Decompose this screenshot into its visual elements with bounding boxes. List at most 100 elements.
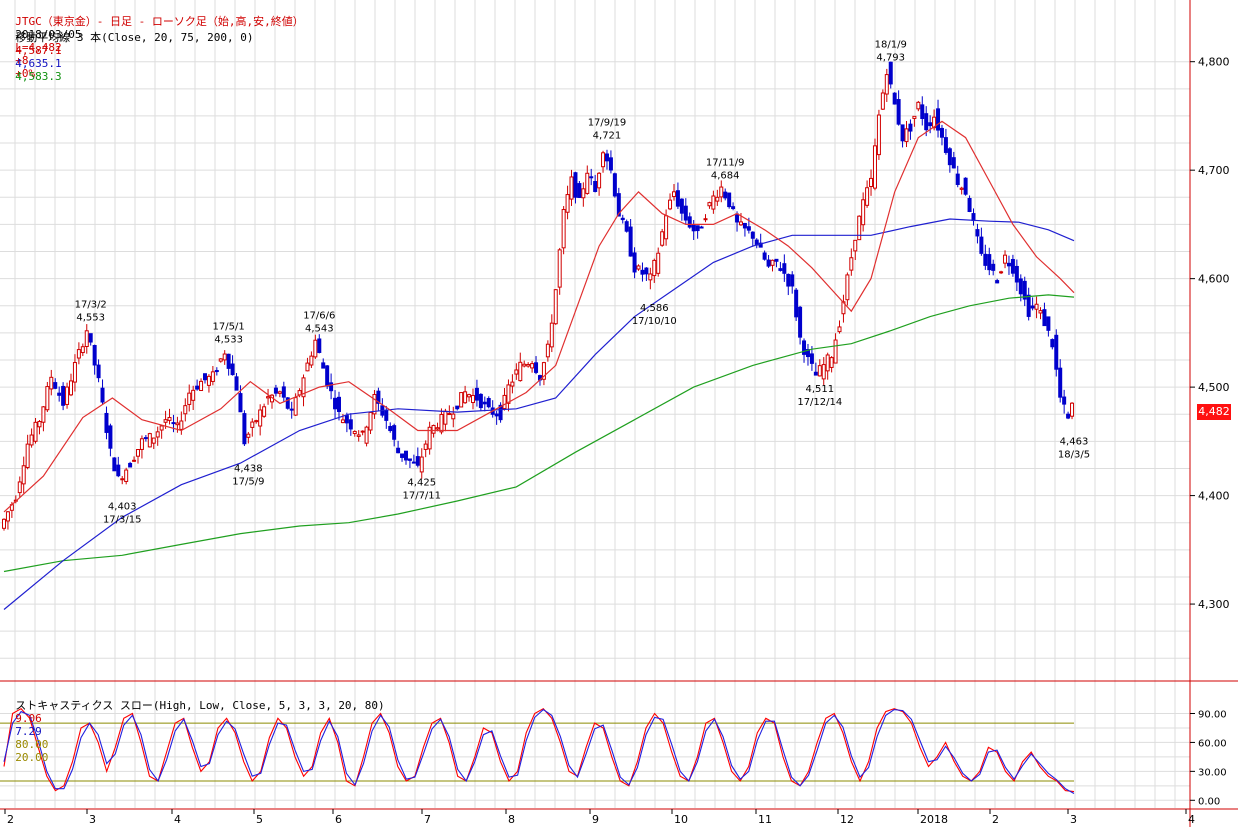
candle-up [825,354,830,372]
candle-down [494,413,499,417]
stoch-lower-value: 20.00 [15,751,49,764]
candle-down [214,370,219,373]
candle-up [849,257,854,271]
ma20-line [3,120,1075,513]
candle-up [719,186,724,198]
candle-up [179,420,184,430]
candle-up [916,101,921,110]
candle-down [234,376,239,391]
candle-up [636,265,641,270]
candle-up [514,369,519,375]
candle-down [608,157,613,171]
last-price-marker: 4,482 [1197,404,1231,420]
stoch-y-tick-label: 30.00 [1198,767,1227,778]
candle-up [431,424,436,434]
candle-up [368,411,373,431]
candle-down [951,157,956,169]
candle-up [522,363,527,367]
candle-down [687,216,692,228]
candle-up [2,518,6,529]
candle-up [853,239,858,252]
annotation-label: 17/5/1 [213,321,245,332]
candle-down [242,413,247,445]
candle-up [124,469,129,482]
candle-up [857,215,862,241]
price-axis: 4,300 4,400 4,500 4,600 4,700 4,800 [1190,56,1230,611]
candle-up [293,397,298,416]
candle-up [1038,310,1043,314]
stoch-header: ストキャスティクス スロー(High, Low, Close, 5, 3, 3,… [2,686,384,764]
candle-down [281,386,286,398]
x-tick-label: 9 [592,813,599,826]
candle-down [1054,334,1059,370]
candle-down [1022,280,1027,300]
candle-down [766,259,771,267]
candle-down [786,273,791,287]
candle-up [703,218,708,221]
candle-up [17,481,22,494]
annotation-label: 17/3/2 [75,300,107,311]
x-tick-label: 2 [992,813,999,826]
chart-title: JTGC（東京金）- 日足 - ローソク足（始,高,安,終値） [15,15,304,28]
candle-up [277,391,282,394]
candle-down [348,419,353,430]
candle-down [143,437,148,440]
candle-down [798,306,803,338]
candle-down [679,198,684,214]
candle-up [254,420,259,423]
candle-down [336,396,341,413]
candle-down [92,344,97,366]
candle-up [467,394,472,398]
candle-up [451,413,456,420]
x-axis: 2 3 4 5 6 7 8 9 10 11 12 2018 2 3 4 [4,809,1195,826]
candle-up [518,361,523,382]
candle-up [884,74,889,95]
candle-down [455,405,460,410]
candle-up [510,381,515,387]
candle-down [900,124,905,142]
x-tick-label: 3 [89,813,96,826]
candle-down [411,461,416,464]
candle-up [139,438,144,450]
candle-down [778,268,783,271]
candle-down [88,333,93,343]
candle-down [289,408,294,411]
candle-down [321,362,326,369]
candle-up [159,425,164,431]
candle-up [829,357,834,368]
candle-down [1010,259,1015,274]
candle-down [1066,413,1071,419]
candle-up [187,392,192,405]
candle-down [971,213,976,222]
candle-down [644,267,649,275]
y-tick-label: 4,800 [1198,56,1230,69]
ma200-value: 4,583.3 [15,70,62,83]
annotation-label: 17/11/9 [706,158,745,169]
candle-down [762,252,767,260]
candle-down [963,177,968,195]
candle-up [352,430,357,435]
candle-up [266,396,271,399]
candle-down [723,191,728,199]
candle-up [37,421,42,428]
candle-down [400,453,405,458]
candle-up [502,394,507,410]
candle-down [171,422,176,425]
candle-up [65,386,70,405]
annotation-label: 17/6/6 [303,310,335,321]
x-tick-label: 3 [1070,813,1077,826]
candle-up [506,384,511,404]
candle-down [388,425,393,432]
candle-down [640,269,645,275]
candle-up [210,371,215,382]
candle-up [912,115,917,119]
x-tick-label: 4 [1188,813,1195,826]
candle-up [959,187,964,190]
ma-header: 移動平均線 3 本(Close, 20, 75, 200, 0) 4,587.1… [2,18,253,83]
candle-down [699,226,704,229]
candle-up [301,377,306,398]
candle-down [1050,339,1055,348]
stoch-axis: 0.00 30.00 60.00 90.00 [1190,710,1227,807]
candle-down [384,409,389,421]
candle-up [218,358,223,362]
